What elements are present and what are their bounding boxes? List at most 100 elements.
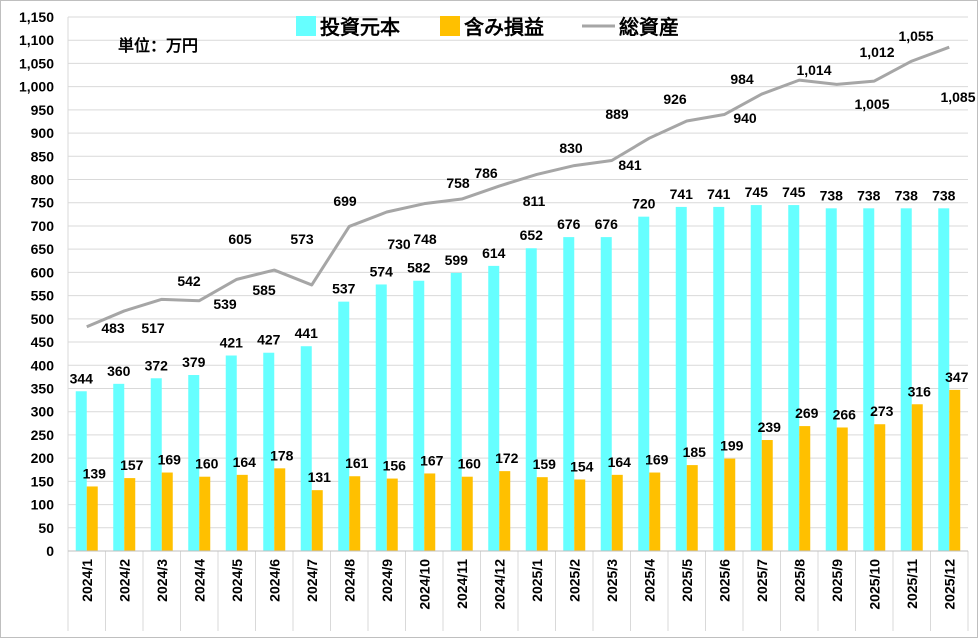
unit-label: 単位：万円 — [118, 36, 198, 55]
bar-gain — [311, 490, 323, 551]
bar-gain — [649, 472, 661, 551]
label-principal: 441 — [295, 325, 319, 341]
x-tick-label: 2024/7 — [304, 559, 320, 602]
y-tick-label: 0 — [46, 543, 54, 559]
x-tick-label: 2025/4 — [641, 559, 657, 602]
y-tick-label: 600 — [31, 264, 55, 280]
x-tick-label: 2025/5 — [679, 559, 695, 602]
bar-principal — [300, 346, 312, 551]
label-principal: 427 — [257, 332, 281, 348]
x-tick-label: 2025/6 — [716, 559, 732, 602]
label-gain: 273 — [870, 403, 894, 419]
x-tick-label: 2025/11 — [904, 559, 920, 609]
bar-principal — [225, 355, 237, 551]
label-total: 786 — [474, 165, 498, 181]
label-gain: 269 — [795, 405, 819, 421]
label-total: 841 — [618, 157, 642, 173]
bar-gain — [574, 479, 586, 551]
bar-gain — [236, 474, 248, 551]
label-gain: 156 — [383, 458, 407, 474]
label-total: 1,005 — [854, 96, 889, 112]
bar-gain — [161, 472, 173, 551]
label-total: 1,055 — [898, 28, 933, 44]
bar-principal — [750, 205, 762, 552]
y-tick-label: 850 — [31, 148, 55, 164]
x-tick-label: 2025/1 — [529, 559, 545, 602]
y-tick-label: 550 — [31, 288, 55, 304]
bar-principal — [788, 205, 800, 552]
x-tick-label: 2025/9 — [829, 559, 845, 602]
bar-principal — [713, 206, 725, 551]
x-tick-label: 2025/10 — [866, 559, 882, 610]
x-tick-label: 2024/10 — [416, 559, 432, 610]
label-gain: 169 — [645, 452, 669, 468]
total-line-path — [86, 45, 950, 329]
x-tick-label: 2024/1 — [79, 559, 95, 602]
y-tick-label: 1,100 — [19, 32, 54, 48]
y-tick-label: 500 — [31, 311, 55, 327]
label-total: 811 — [523, 193, 546, 209]
x-tick-label: 2024/2 — [116, 559, 132, 602]
bar-gain — [761, 440, 773, 551]
bar-principal — [563, 237, 575, 551]
label-principal: 738 — [932, 187, 956, 203]
label-gain: 199 — [720, 438, 744, 454]
y-tick-label: 300 — [31, 404, 55, 420]
bar-principal — [375, 284, 387, 551]
bar-principal — [900, 208, 912, 551]
bar-gain — [386, 478, 398, 551]
x-tick-label: 2024/3 — [154, 559, 170, 602]
y-tick-label: 200 — [31, 450, 55, 466]
legend-swatch-gain — [440, 16, 460, 36]
x-tick-label: 2025/8 — [791, 559, 807, 602]
bar-gain — [349, 476, 361, 551]
bar-principal — [188, 375, 200, 551]
y-tick-label: 100 — [31, 497, 55, 513]
bar-gain — [86, 486, 98, 551]
x-tick-label: 2024/6 — [266, 559, 282, 602]
label-gain: 131 — [308, 469, 332, 485]
label-gain: 139 — [83, 465, 107, 481]
label-principal: 379 — [182, 354, 206, 370]
label-gain: 164 — [608, 454, 632, 470]
y-tick-label: 950 — [31, 102, 55, 118]
label-principal: 599 — [445, 252, 469, 268]
legend-label-gain: 含み損益 — [464, 15, 544, 39]
label-total: 539 — [213, 296, 237, 312]
bar-principal — [263, 352, 275, 551]
label-total: 517 — [141, 320, 165, 336]
label-gain: 160 — [195, 456, 219, 472]
y-tick-label: 800 — [31, 172, 55, 188]
label-principal: 676 — [595, 216, 619, 232]
x-tick-label: 2024/8 — [341, 559, 357, 602]
label-total: 748 — [413, 231, 437, 247]
label-principal: 372 — [145, 357, 169, 373]
bar-gain — [799, 426, 811, 551]
label-total: 730 — [387, 236, 411, 252]
x-tick-label: 2025/12 — [941, 559, 957, 610]
label-total: 605 — [228, 231, 252, 247]
bar-principal — [863, 208, 875, 551]
label-principal: 614 — [482, 245, 506, 261]
y-tick-label: 700 — [31, 218, 55, 234]
total-line — [86, 45, 950, 329]
label-total: 1,014 — [796, 62, 831, 78]
label-gain: 316 — [908, 383, 932, 399]
y-tick-label: 400 — [31, 357, 55, 373]
x-tick-label: 2024/4 — [191, 559, 207, 602]
label-principal: 421 — [220, 335, 244, 351]
label-principal: 741 — [707, 186, 731, 202]
label-gain: 185 — [683, 444, 707, 460]
label-principal: 574 — [370, 263, 394, 279]
label-gain: 160 — [458, 456, 482, 472]
label-principal: 720 — [632, 196, 656, 212]
y-tick-label: 900 — [31, 125, 55, 141]
y-tick-label: 650 — [31, 241, 55, 257]
bar-gain — [686, 465, 698, 551]
bar-principal — [338, 301, 350, 551]
x-tick-label: 2025/3 — [604, 559, 620, 602]
label-gain: 169 — [158, 452, 182, 468]
bar-gain — [874, 424, 886, 551]
legend-label-total: 総資産 — [619, 15, 679, 39]
